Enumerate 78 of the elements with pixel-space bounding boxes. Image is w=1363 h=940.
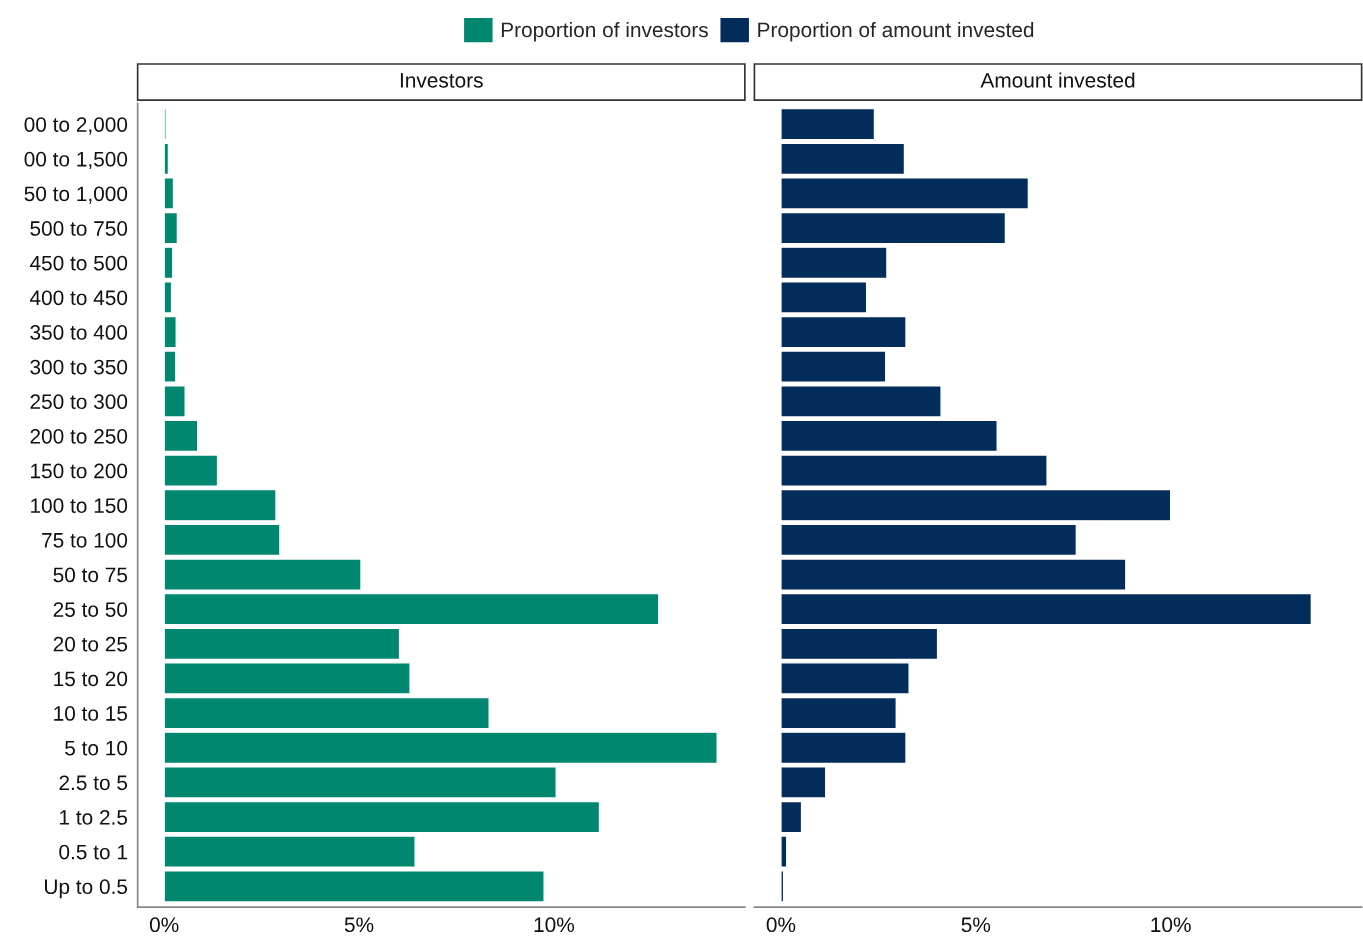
bar bbox=[163, 315, 177, 349]
bar bbox=[780, 523, 1078, 557]
bar bbox=[780, 592, 1313, 626]
bar bbox=[780, 731, 907, 765]
bar bbox=[780, 211, 1007, 245]
y-tick-label: 10 to 15 bbox=[54, 706, 128, 721]
y-tick-label: 5 to 10 bbox=[65, 740, 128, 756]
bar bbox=[163, 800, 601, 834]
bar bbox=[163, 142, 170, 176]
bar bbox=[780, 107, 876, 141]
bar bbox=[780, 696, 897, 730]
legend-label: Proportion of amount invested bbox=[758, 21, 1034, 42]
y-tick-label: 350 to 400 bbox=[30, 325, 128, 340]
bar bbox=[780, 177, 1030, 210]
bar bbox=[163, 558, 362, 591]
bar bbox=[163, 731, 718, 765]
chart-title: Investors bbox=[400, 73, 483, 88]
bar bbox=[163, 177, 175, 210]
y-tick-label: 50 to 1,000 bbox=[24, 186, 128, 204]
y-tick-label: 1 to 2.5 bbox=[60, 810, 128, 825]
bar bbox=[163, 662, 411, 695]
bar bbox=[780, 488, 1172, 522]
y-tick-label: 450 to 500 bbox=[29, 255, 128, 271]
bar bbox=[780, 281, 868, 314]
bar bbox=[780, 350, 887, 383]
bar bbox=[163, 627, 401, 661]
y-tick-label: 00 to 1,500 bbox=[24, 151, 128, 170]
y-tick-label: 100 to 150 bbox=[31, 498, 128, 513]
bar bbox=[780, 766, 827, 799]
bar bbox=[163, 488, 277, 522]
y-tick-label: 150 to 200 bbox=[31, 463, 128, 479]
y-tick-label: Up to 0.5 bbox=[45, 879, 128, 899]
bar bbox=[163, 385, 186, 418]
bar bbox=[163, 870, 545, 903]
bar bbox=[780, 385, 942, 418]
x-tick-label: 10% bbox=[534, 917, 575, 933]
y-tick-label: 250 to 300 bbox=[30, 394, 128, 410]
y-tick-label: 500 to 750 bbox=[30, 221, 128, 236]
bar bbox=[780, 315, 907, 349]
x-tick-label: 5% bbox=[961, 917, 991, 933]
y-tick-label: 25 to 50 bbox=[53, 602, 128, 617]
bar bbox=[780, 870, 785, 903]
bar bbox=[163, 419, 199, 453]
x-tick-label: 5% bbox=[344, 917, 374, 933]
y-tick-label: 2.5 to 5 bbox=[59, 775, 128, 791]
bar bbox=[780, 662, 910, 695]
bar bbox=[163, 454, 219, 487]
bar bbox=[780, 142, 906, 176]
y-tick-label: 75 to 100 bbox=[42, 532, 128, 548]
y-tick-label: 400 to 450 bbox=[29, 290, 128, 306]
bar bbox=[163, 281, 173, 314]
y-tick-label: 300 to 350 bbox=[30, 359, 128, 375]
x-tick-label: 10% bbox=[1151, 917, 1191, 933]
bar bbox=[163, 350, 177, 383]
y-tick-label: 15 to 20 bbox=[54, 671, 128, 687]
bar bbox=[163, 523, 281, 557]
y-tick-label: 00 to 2,000 bbox=[24, 117, 128, 135]
y-tick-label: 200 to 250 bbox=[30, 428, 128, 444]
legend-label: Proportion of investors bbox=[501, 21, 708, 42]
x-tick-label: 0% bbox=[766, 917, 796, 933]
bar bbox=[163, 696, 490, 730]
bar bbox=[163, 246, 174, 280]
bar bbox=[780, 800, 803, 834]
bar bbox=[163, 835, 416, 868]
bar bbox=[163, 766, 557, 799]
y-tick-label: 0.5 to 1 bbox=[59, 844, 127, 860]
bar bbox=[780, 454, 1048, 487]
bar bbox=[780, 627, 939, 661]
bar bbox=[780, 558, 1127, 591]
bar bbox=[163, 211, 179, 245]
bar bbox=[780, 419, 998, 453]
bar bbox=[163, 592, 660, 626]
y-tick-label: 20 to 25 bbox=[53, 636, 128, 652]
y-tick-label: 50 to 75 bbox=[53, 567, 128, 583]
bar bbox=[780, 835, 788, 868]
bar bbox=[780, 246, 888, 280]
x-tick-label: 0% bbox=[149, 917, 179, 933]
chart-title: Amount invested bbox=[980, 72, 1135, 88]
